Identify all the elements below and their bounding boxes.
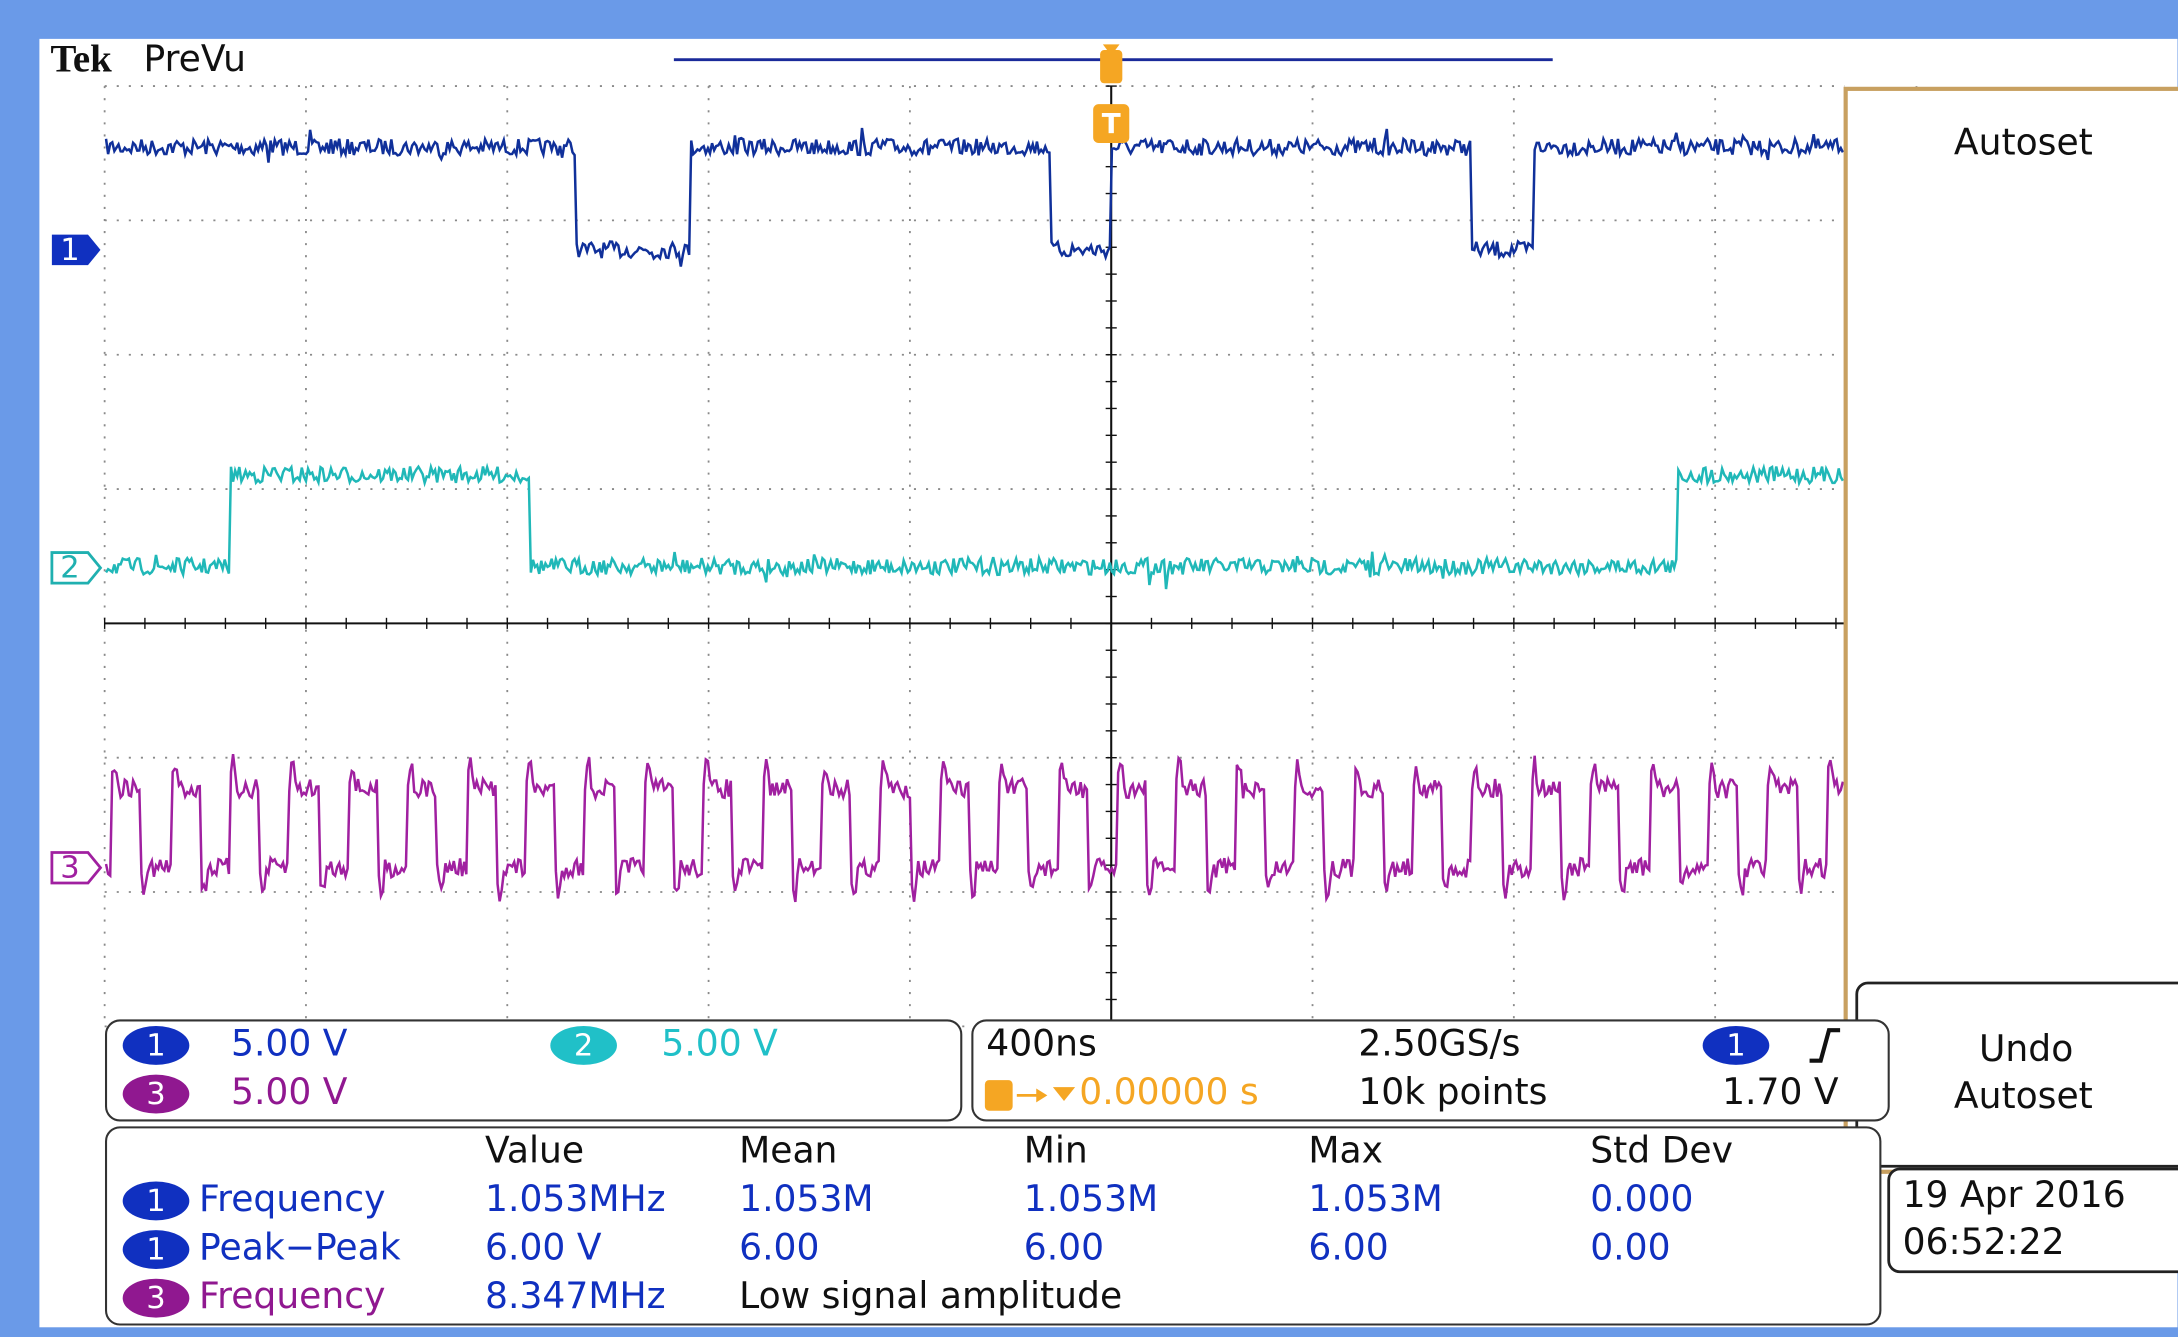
channel-1-scale[interactable]: 5.00 V <box>231 1022 348 1064</box>
timebase[interactable]: 400ns <box>986 1022 1097 1064</box>
brand: Tek <box>50 37 112 80</box>
time: 06:52:22 <box>1903 1221 2065 1263</box>
measurement-name[interactable]: Peak−Peak <box>199 1227 401 1269</box>
channel-badge-label: 2 <box>574 1028 593 1063</box>
column-header: Max <box>1308 1129 1383 1171</box>
trigger-level[interactable]: 1.70 V <box>1722 1071 1839 1113</box>
measurement-name[interactable]: Frequency <box>199 1275 385 1317</box>
column-header: Min <box>1024 1129 1088 1171</box>
channel-3-marker-label: 3 <box>60 851 79 886</box>
channel-2-marker-label: 2 <box>60 551 79 586</box>
measurement-value: 1.053MHz <box>485 1178 665 1220</box>
date: 19 Apr 2016 <box>1903 1174 2126 1216</box>
measurement-value: 0.00 <box>1590 1227 1670 1269</box>
measurement-note: Low signal amplitude <box>739 1275 1122 1317</box>
measurement-value: 6.00 V <box>485 1227 602 1269</box>
channel-badge-label: 3 <box>146 1077 165 1112</box>
measurement-value: 8.347MHz <box>485 1275 665 1317</box>
sample-rate: 2.50GS/s <box>1358 1022 1520 1064</box>
measurement-name[interactable]: Frequency <box>199 1178 385 1220</box>
column-header: Std Dev <box>1590 1129 1733 1171</box>
column-header: Mean <box>739 1129 837 1171</box>
oscilloscope-screen: Tek PreVu T 1 2 3 Autoset Undo Autoset 1… <box>0 0 2178 1337</box>
measurement-value: 6.00 <box>739 1227 819 1269</box>
channel-badge-label: 1 <box>146 1184 165 1219</box>
trigger-marker-label: T <box>1102 107 1121 140</box>
channel-3-scale[interactable]: 5.00 V <box>231 1071 348 1113</box>
channel-badge-label: 1 <box>146 1028 165 1063</box>
channel-badge-label: 3 <box>146 1281 165 1316</box>
autoset-title[interactable]: Autoset <box>1954 121 2093 163</box>
channel-1-marker-label: 1 <box>60 233 79 268</box>
column-header: Value <box>485 1129 584 1171</box>
measurement-value: 6.00 <box>1308 1227 1388 1269</box>
measurement-value: 0.000 <box>1590 1178 1693 1220</box>
trigger-icon <box>985 1080 1013 1111</box>
measurement-value: 1.053M <box>739 1178 873 1220</box>
measurement-value: 1.053M <box>1024 1178 1158 1220</box>
record-length: 10k points <box>1358 1071 1547 1113</box>
undo-autoset-label[interactable]: Autoset <box>1954 1075 2093 1117</box>
acquisition-mode: PreVu <box>144 38 246 80</box>
channel-badge-label: 1 <box>146 1232 165 1267</box>
measurement-value: 6.00 <box>1024 1227 1104 1269</box>
trigger-position[interactable]: 0.00000 s <box>1079 1071 1258 1113</box>
measurement-value: 1.053M <box>1308 1178 1442 1220</box>
undo-autoset-label[interactable]: Undo <box>1979 1028 2073 1070</box>
page: Tek PreVu T 1 2 3 Autoset Undo Autoset 1… <box>0 0 2178 1337</box>
channel-2-scale[interactable]: 5.00 V <box>661 1022 778 1064</box>
channel-badge-label: 1 <box>1726 1028 1745 1063</box>
